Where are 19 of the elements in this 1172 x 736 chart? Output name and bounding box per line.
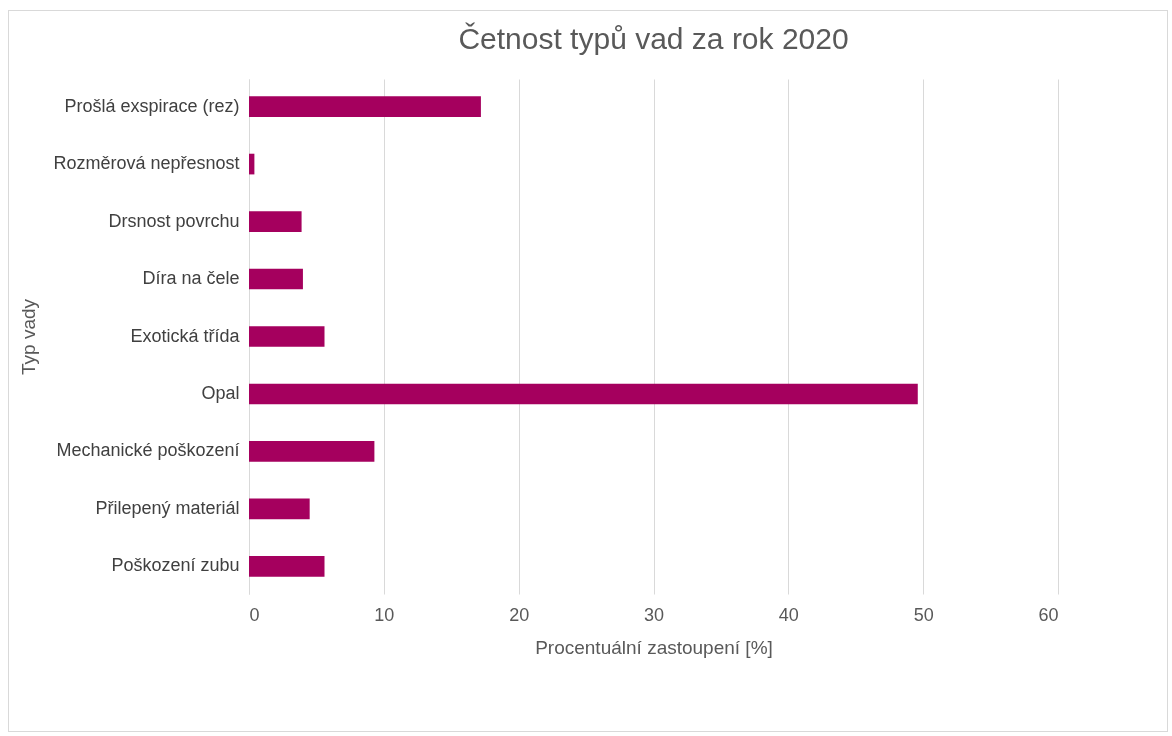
x-tick-label: 10 <box>374 604 395 625</box>
chart-title: Četnost typů vad za rok 2020 <box>458 22 849 55</box>
y-tick-label: Drsnost povrchu <box>108 210 240 231</box>
y-tick-label: Mechanické poškození <box>56 440 240 461</box>
y-tick-label: Exotická třída <box>130 325 241 346</box>
y-tick-label: Prošlá exspirace (rez) <box>64 95 240 116</box>
y-tick-label: Opal <box>201 382 240 403</box>
x-tick-label: 40 <box>778 604 799 625</box>
y-axis-title: Typ vady <box>18 298 40 376</box>
x-tick-label: 60 <box>1038 604 1059 625</box>
y-tick-label: Přilepený materiál <box>95 497 240 518</box>
x-tick-label: 20 <box>509 604 530 625</box>
x-tick-label: 0 <box>249 604 260 625</box>
y-tick-label: Poškození zubu <box>111 555 240 576</box>
x-tick-label: 30 <box>643 604 665 625</box>
y-tick-label: Díra na čele <box>142 268 240 289</box>
x-tick-label: 50 <box>913 604 934 625</box>
x-axis-title: Procentuální zastoupení [%] <box>535 636 773 658</box>
y-tick-label: Rozměrová nepřesnost <box>53 153 240 174</box>
